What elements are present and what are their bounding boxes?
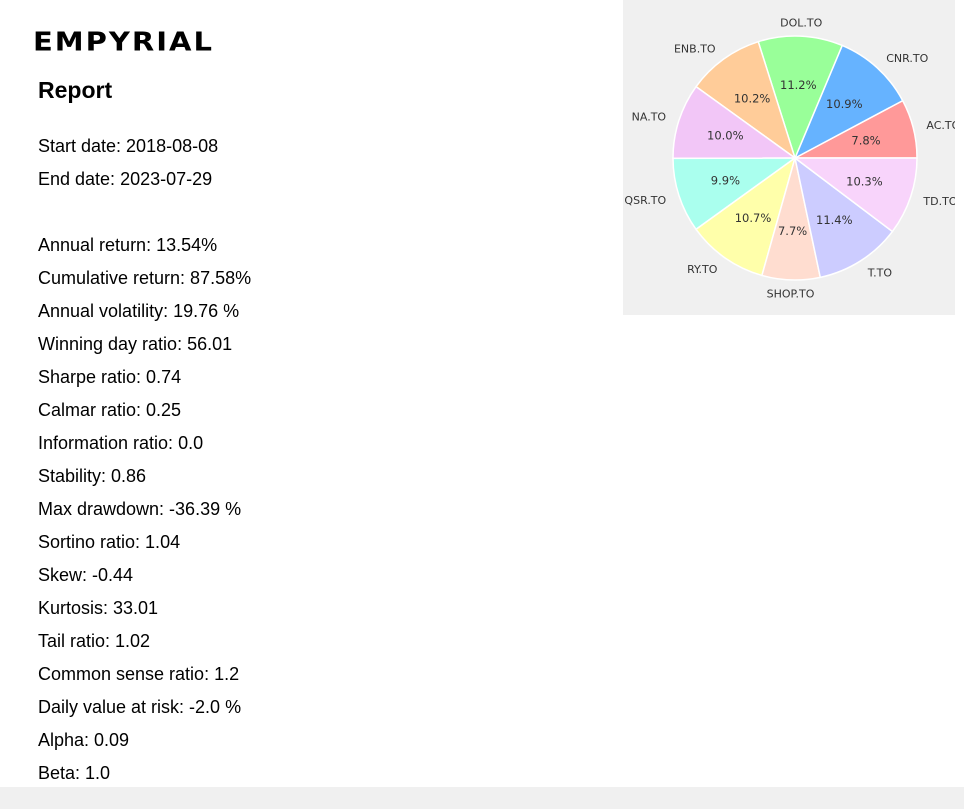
pie-category-label-dol-to: DOL.TO: [780, 17, 822, 30]
metric-beta: Beta: 1.0: [38, 763, 111, 783]
pie-category-label-shop-to: SHOP.TO: [767, 287, 815, 300]
metric-sharpe-ratio: Sharpe ratio: 0.74: [38, 367, 182, 387]
metric-daily-value-at-risk: Daily value at risk: -2.0 %: [38, 697, 242, 717]
pie-pct-label-na-to: 10.0%: [707, 129, 744, 143]
metric-common-sense-ratio: Common sense ratio: 1.2: [38, 664, 240, 684]
pie-slice-dol-to: [757, 35, 844, 161]
pie-pct-label-ry-to: 10.7%: [735, 211, 772, 225]
pie-pct-label-t-to: 11.4%: [816, 213, 853, 227]
pie-pct-label-ac-to: 7.8%: [851, 133, 880, 147]
pie-slice-qsr-to: [672, 157, 798, 231]
metric-stability: Stability: 0.86: [38, 466, 147, 486]
pie-pct-label-td-to: 10.3%: [846, 174, 883, 188]
pie-pct-label-qsr-to: 9.9%: [711, 174, 740, 188]
pie-pct-label-dol-to: 11.2%: [780, 78, 817, 92]
start-date: Start date: 2018-08-08: [38, 136, 219, 156]
metric-alpha: Alpha: 0.09: [38, 730, 130, 750]
metric-annual-return: Annual return: 13.54%: [38, 235, 218, 255]
pie-category-label-ry-to: RY.TO: [687, 263, 718, 276]
metric-winning-day-ratio: Winning day ratio: 56.01: [38, 334, 233, 354]
metric-information-ratio: Information ratio: 0.0: [38, 433, 204, 453]
pie-category-label-cnr-to: CNR.TO: [886, 52, 928, 65]
pie-slice-t-to: [793, 156, 894, 279]
metric-max-drawdown: Max drawdown: -36.39 %: [38, 499, 242, 519]
pie-category-label-t-to: T.TO: [867, 266, 893, 279]
pie-category-label-td-to: TD.TO: [922, 195, 955, 208]
metric-annual-volatility: Annual volatility: 19.76 %: [38, 301, 240, 321]
allocation-pie-chart: 7.8% AC.TO 10.9% CNR.TO 11.2% DOL.TO 10.2% ENB.…: [623, 0, 955, 315]
empyrial-logo: EMPYRIAL: [33, 26, 214, 57]
pie-pct-label-enb-to: 10.2%: [734, 92, 771, 106]
metric-cumulative-return: Cumulative return: 87.58%: [38, 268, 252, 288]
pie-chart-svg: 7.8% AC.TO 10.9% CNR.TO 11.2% DOL.TO 10.2% ENB.…: [624, 17, 955, 301]
metric-calmar-ratio: Calmar ratio: 0.25: [38, 400, 182, 420]
date-range: Start date: 2018-08-08 End date: 2023-07…: [38, 130, 218, 196]
pie-slice-enb-to: [694, 40, 797, 160]
pie-slice-cnr-to: [793, 44, 904, 160]
metric-tail-ratio: Tail ratio: 1.02: [38, 631, 151, 651]
metrics-list: Annual return: 13.54% Cumulative return:…: [38, 229, 251, 790]
pie-slice-ry-to: [694, 156, 797, 277]
pie-category-label-na-to: NA.TO: [632, 111, 667, 124]
pie-category-label-ac-to: AC.TO: [926, 119, 955, 132]
pie-slice-na-to: [672, 85, 798, 160]
pie-category-label-qsr-to: QSR.TO: [624, 194, 666, 207]
end-date: End date: 2023-07-29: [38, 169, 213, 189]
pie-category-label-enb-to: ENB.TO: [674, 42, 716, 55]
metric-kurtosis: Kurtosis: 33.01: [38, 598, 159, 618]
pie-slice-td-to: [792, 157, 918, 233]
pie-pct-label-cnr-to: 10.9%: [826, 97, 863, 111]
metric-sortino-ratio: Sortino ratio: 1.04: [38, 532, 181, 552]
pie-pct-label-shop-to: 7.7%: [778, 224, 807, 238]
footer-band: [0, 787, 964, 809]
metric-skew: Skew: -0.44: [38, 565, 134, 585]
report-title: Report: [38, 77, 113, 103]
